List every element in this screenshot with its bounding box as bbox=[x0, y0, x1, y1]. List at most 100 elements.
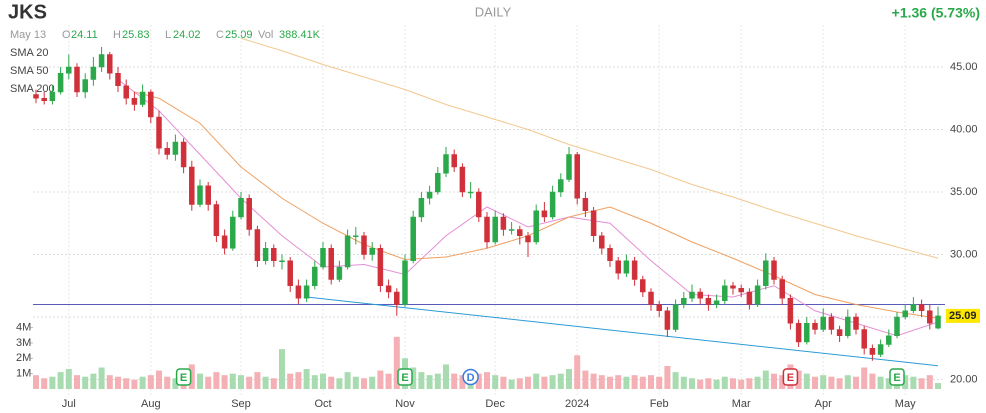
volume-bar bbox=[582, 370, 589, 389]
volume-bar bbox=[475, 373, 482, 389]
candle-body bbox=[385, 285, 392, 293]
volume-bar bbox=[844, 375, 851, 389]
candle-body bbox=[713, 300, 720, 305]
volume-tick-label: 1M bbox=[16, 368, 31, 380]
low-label: L bbox=[165, 29, 171, 41]
candle-body bbox=[927, 310, 933, 324]
volume-bar bbox=[639, 376, 646, 389]
y-tick-label: 20.00 bbox=[950, 373, 978, 385]
candle-body bbox=[172, 141, 179, 155]
volume-bar bbox=[90, 373, 97, 389]
x-tick-label: May bbox=[895, 398, 916, 410]
candle-body bbox=[902, 310, 908, 318]
volume-bar bbox=[131, 379, 138, 389]
x-tick-label: Feb bbox=[650, 398, 669, 410]
x-tick-label: Mar bbox=[732, 398, 751, 410]
candle-body bbox=[312, 266, 318, 286]
volume-bar bbox=[123, 378, 130, 389]
volume-bar bbox=[361, 378, 367, 389]
candle-body bbox=[164, 148, 170, 155]
volume-bar bbox=[926, 375, 933, 389]
candle-body bbox=[730, 285, 736, 289]
open-label: O bbox=[62, 29, 71, 41]
volume-bar bbox=[549, 375, 556, 389]
candle-body bbox=[804, 323, 810, 343]
volume-bar bbox=[820, 375, 827, 389]
event-label: D bbox=[467, 372, 475, 384]
volume-bar bbox=[754, 376, 761, 389]
volume-bar bbox=[33, 375, 39, 389]
volume-bar bbox=[853, 376, 859, 389]
candle-body bbox=[500, 216, 507, 230]
candle-body bbox=[66, 66, 72, 74]
candle-body bbox=[722, 285, 728, 301]
volume-bar bbox=[221, 375, 228, 389]
candle-body bbox=[98, 54, 105, 68]
volume-bar bbox=[828, 376, 835, 389]
volume-bar bbox=[156, 370, 162, 389]
candle-body bbox=[648, 291, 654, 305]
volume-bar bbox=[434, 373, 441, 389]
candle-body bbox=[533, 210, 539, 243]
y-tick-label: 40.00 bbox=[950, 123, 978, 135]
volume-bar bbox=[574, 355, 581, 389]
candle-body bbox=[615, 260, 621, 274]
volume-bar bbox=[533, 373, 540, 389]
legend-entry: SMA 20 bbox=[10, 47, 49, 59]
volume-bar bbox=[721, 376, 728, 389]
candle-body bbox=[361, 235, 367, 255]
event-label: E bbox=[401, 372, 408, 384]
candle-body bbox=[582, 198, 589, 211]
candle-body bbox=[279, 260, 285, 262]
volume-bar bbox=[885, 378, 892, 389]
high-label: H bbox=[113, 29, 121, 41]
volume-bar bbox=[779, 375, 786, 389]
volume-bar bbox=[762, 370, 769, 389]
candle-body bbox=[139, 91, 146, 105]
volume-bar bbox=[164, 376, 171, 389]
candle-body bbox=[541, 210, 548, 218]
candle-body bbox=[90, 66, 97, 80]
candle-body bbox=[467, 191, 474, 194]
volume-bar bbox=[262, 376, 269, 389]
volume-bar bbox=[484, 372, 490, 389]
candle-body bbox=[410, 216, 416, 261]
volume-bar bbox=[631, 375, 638, 389]
volume-bar bbox=[254, 372, 261, 389]
event-marker bbox=[175, 368, 192, 386]
candle-body bbox=[213, 204, 220, 236]
event-label: E bbox=[180, 372, 187, 384]
candle-body bbox=[631, 260, 638, 280]
volume-bar bbox=[65, 369, 72, 389]
candle-body bbox=[328, 248, 334, 280]
candle-body bbox=[369, 248, 375, 255]
candle-body bbox=[558, 179, 564, 193]
candle-body bbox=[57, 73, 64, 93]
sma-line bbox=[240, 37, 939, 259]
y-tick-label: 45.00 bbox=[950, 61, 978, 73]
volume-bar bbox=[516, 378, 523, 389]
candle-body bbox=[320, 248, 326, 268]
candle-body bbox=[623, 260, 630, 274]
high-value: 25.83 bbox=[122, 29, 150, 41]
volume-bar bbox=[492, 375, 499, 389]
candle-body bbox=[254, 229, 261, 261]
event-marker bbox=[782, 368, 799, 386]
candle-body bbox=[336, 266, 343, 280]
x-tick-label: Apr bbox=[815, 398, 832, 410]
candle-body bbox=[197, 185, 203, 205]
candle-body bbox=[877, 344, 884, 355]
candle-body bbox=[746, 291, 753, 305]
candle-body bbox=[344, 235, 351, 268]
candle-body bbox=[418, 198, 425, 218]
candle-body bbox=[787, 298, 794, 324]
volume-bar bbox=[500, 376, 507, 389]
legend-entry: SMA 50 bbox=[10, 65, 49, 77]
date: May 13 bbox=[10, 29, 46, 41]
volume-bar bbox=[746, 378, 753, 389]
candle-body bbox=[738, 288, 744, 293]
x-tick-label: 2024 bbox=[565, 398, 589, 410]
candle-body bbox=[607, 248, 613, 261]
candle-body bbox=[861, 329, 867, 349]
